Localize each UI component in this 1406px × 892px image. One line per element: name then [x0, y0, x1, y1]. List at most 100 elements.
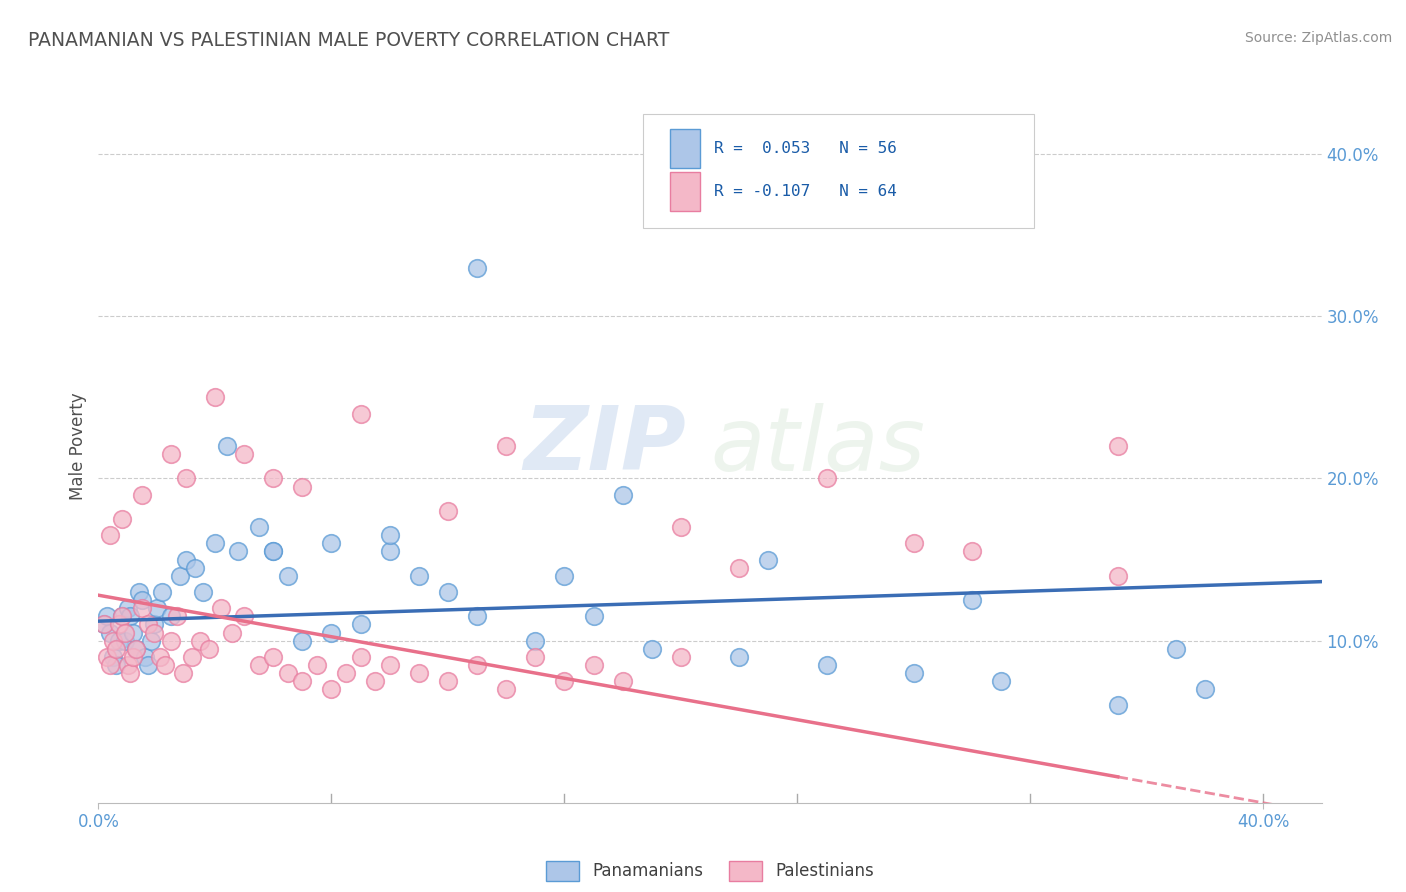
- Text: atlas: atlas: [710, 403, 925, 489]
- Point: [149, 649, 172, 664]
- Legend: Panamanians, Palestinians: Panamanians, Palestinians: [540, 855, 880, 888]
- Point: [188, 633, 212, 648]
- Point: [321, 536, 343, 550]
- Point: [169, 568, 191, 582]
- Point: [117, 601, 139, 615]
- Point: [815, 657, 838, 672]
- Point: [183, 560, 205, 574]
- Point: [1194, 682, 1216, 697]
- Point: [93, 617, 115, 632]
- Point: [111, 512, 134, 526]
- Point: [262, 544, 284, 558]
- Point: [524, 633, 547, 648]
- Point: [215, 439, 238, 453]
- Point: [139, 633, 162, 648]
- Point: [131, 601, 153, 615]
- Text: R = -0.107   N = 64: R = -0.107 N = 64: [714, 184, 897, 199]
- Point: [142, 625, 165, 640]
- Point: [612, 674, 634, 689]
- Point: [335, 666, 357, 681]
- Point: [128, 585, 150, 599]
- Point: [378, 544, 401, 558]
- Point: [291, 633, 314, 648]
- Text: PANAMANIAN VS PALESTINIAN MALE POVERTY CORRELATION CHART: PANAMANIAN VS PALESTINIAN MALE POVERTY C…: [28, 31, 669, 50]
- Y-axis label: Male Poverty: Male Poverty: [69, 392, 87, 500]
- Point: [233, 609, 256, 624]
- Point: [612, 488, 634, 502]
- Point: [221, 625, 243, 640]
- Point: [553, 568, 575, 582]
- Point: [172, 666, 194, 681]
- Point: [120, 609, 142, 624]
- Point: [1164, 641, 1187, 656]
- Point: [152, 585, 174, 599]
- Point: [96, 649, 118, 664]
- Point: [321, 625, 343, 640]
- Point: [378, 657, 401, 672]
- Point: [174, 471, 197, 485]
- Point: [756, 552, 779, 566]
- Point: [160, 609, 183, 624]
- Point: [131, 593, 153, 607]
- Point: [960, 593, 983, 607]
- Point: [669, 649, 692, 664]
- Point: [98, 528, 121, 542]
- Point: [728, 649, 751, 664]
- Point: [437, 674, 460, 689]
- Point: [96, 609, 118, 624]
- Point: [903, 666, 925, 681]
- Point: [108, 617, 131, 632]
- Point: [364, 674, 387, 689]
- Point: [1107, 568, 1129, 582]
- Point: [166, 609, 188, 624]
- Point: [305, 657, 328, 672]
- Point: [111, 609, 134, 624]
- Point: [1107, 439, 1129, 453]
- Point: [437, 585, 460, 599]
- Point: [101, 633, 124, 648]
- Point: [408, 568, 430, 582]
- Point: [728, 560, 751, 574]
- Point: [495, 439, 517, 453]
- Point: [465, 657, 488, 672]
- Point: [104, 641, 127, 656]
- Point: [204, 390, 226, 404]
- Point: [134, 649, 156, 664]
- Point: [582, 609, 605, 624]
- Point: [408, 666, 430, 681]
- Point: [465, 609, 488, 624]
- Point: [349, 617, 371, 632]
- Bar: [669, 171, 700, 211]
- Point: [101, 649, 124, 664]
- Point: [209, 601, 232, 615]
- Point: [98, 625, 121, 640]
- Point: [277, 666, 299, 681]
- Point: [1107, 698, 1129, 713]
- Point: [142, 617, 165, 632]
- Point: [93, 617, 115, 632]
- Point: [960, 544, 983, 558]
- Point: [349, 407, 371, 421]
- Point: [193, 585, 215, 599]
- Point: [117, 657, 139, 672]
- Point: [291, 674, 314, 689]
- Point: [104, 657, 127, 672]
- Text: ZIP: ZIP: [523, 402, 686, 490]
- Point: [131, 488, 153, 502]
- FancyBboxPatch shape: [643, 114, 1035, 228]
- Point: [180, 649, 202, 664]
- Point: [990, 674, 1012, 689]
- Point: [160, 447, 183, 461]
- Point: [174, 552, 197, 566]
- Point: [262, 471, 284, 485]
- Point: [155, 657, 177, 672]
- Point: [125, 641, 148, 656]
- Point: [378, 528, 401, 542]
- Point: [122, 625, 145, 640]
- Point: [553, 674, 575, 689]
- Point: [114, 625, 136, 640]
- Point: [160, 633, 183, 648]
- Point: [247, 657, 270, 672]
- Point: [524, 649, 547, 664]
- Point: [277, 568, 299, 582]
